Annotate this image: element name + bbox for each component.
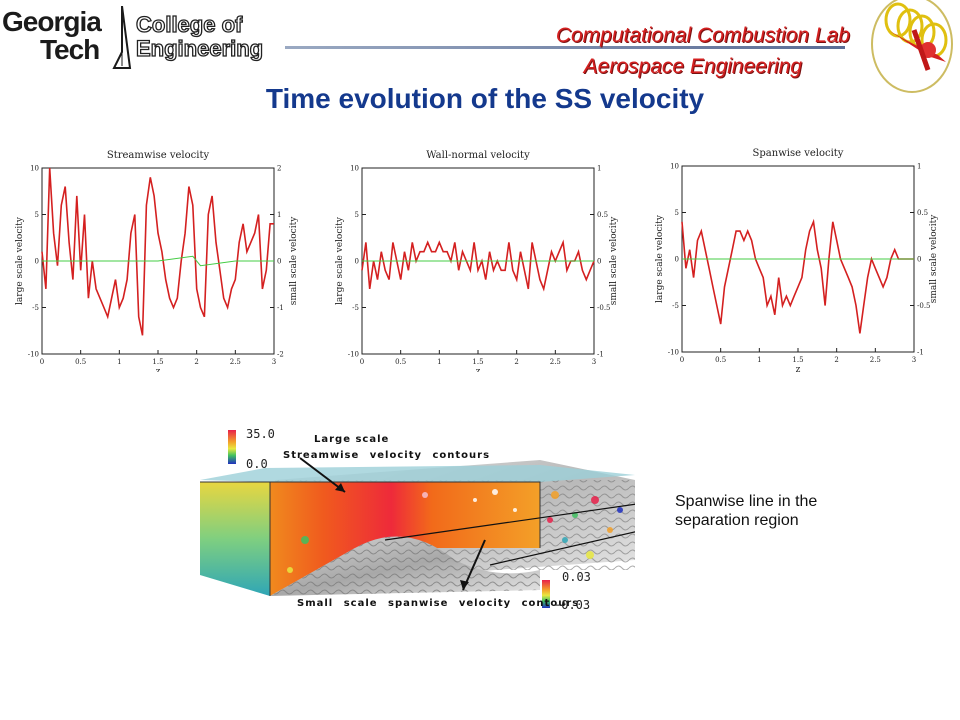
y2-tick-label: -0.5 xyxy=(917,302,931,310)
x-tick-label: 2.5 xyxy=(230,358,241,366)
y2-axis-label: small scale velocity xyxy=(609,216,619,305)
slide-title: Time evolution of the SS velocity xyxy=(265,83,705,114)
x-tick-label: 1 xyxy=(757,356,761,364)
x-tick-label: 2 xyxy=(514,358,518,366)
x-tick-label: 0.5 xyxy=(715,356,726,364)
x-tick-label: 3 xyxy=(912,356,916,364)
y2-tick-label: 0.5 xyxy=(917,209,928,217)
x-tick-label: 0 xyxy=(360,358,364,366)
y2-tick-label: 2 xyxy=(277,165,281,173)
bottom-colorbar xyxy=(542,580,550,608)
series-large-scale-line xyxy=(361,239,595,292)
arrow-spanwise-line-bottom xyxy=(489,531,635,566)
y2-tick-label: -2 xyxy=(277,351,284,359)
y2-tick-label: 0.5 xyxy=(597,211,608,219)
y2-tick-label: 1 xyxy=(597,165,601,173)
x-axis-label: z xyxy=(156,367,161,372)
y2-tick-label: 0 xyxy=(917,256,921,264)
chart-wall-normal: Wall-normal velocity 0 0.5 1 1.5 2 2.5 3 z -10 -5 0… xyxy=(328,142,628,372)
series-large-scale-line xyxy=(41,167,274,336)
y-tick-label: -10 xyxy=(348,351,359,359)
chart-spanwise: Spanwise velocity 0 0.5 1 1.5 2 2.5 3 z -10 -5 0 5 10… xyxy=(648,140,948,372)
contour-visualization xyxy=(200,430,635,608)
x-tick-label: 1.5 xyxy=(792,356,803,364)
y-tick-label: 10 xyxy=(30,165,39,173)
lab-title: Computational Combustion Lab xyxy=(555,24,850,47)
gt-logo-word-tech: Tech xyxy=(40,34,100,65)
x-tick-label: 3 xyxy=(272,358,276,366)
lab-subtitle: Aerospace Engineering xyxy=(583,55,802,78)
x-tick-label: 1 xyxy=(437,358,441,366)
x-tick-label: 2.5 xyxy=(870,356,881,364)
label-large-scale-2: Streamwise velocity contours xyxy=(283,450,491,461)
y-tick-label: 0 xyxy=(675,256,679,264)
y2-tick-label: 0 xyxy=(597,258,601,266)
y2-tick-label: 0 xyxy=(277,258,281,266)
chart-title: Spanwise velocity xyxy=(753,148,844,159)
top-colorbar xyxy=(228,430,236,464)
y2-tick-label: 1 xyxy=(917,163,921,171)
georgia-tech-logo: Georgia Tech College of Engineering xyxy=(2,6,284,69)
series-large-scale-line xyxy=(681,218,914,334)
bottom-scale-max: 0.03 xyxy=(562,570,591,584)
coe-logo-line2: Engineering xyxy=(135,35,264,61)
x-tick-label: 0.5 xyxy=(395,358,406,366)
arrow-spanwise-line-top xyxy=(384,503,635,541)
y-tick-label: -10 xyxy=(668,349,679,357)
y-axis-label: large scale velocity xyxy=(15,216,25,305)
y-tick-label: 10 xyxy=(350,165,359,173)
y-tick-label: 0 xyxy=(355,258,359,266)
chart-title: Wall-normal velocity xyxy=(426,150,530,161)
y-tick-label: 5 xyxy=(355,211,359,219)
bottom-scale-min: −0.03 xyxy=(554,598,591,612)
y2-tick-label: -1 xyxy=(277,304,284,312)
x-tick-label: 0 xyxy=(680,356,684,364)
y-tick-label: 0 xyxy=(35,258,39,266)
top-scale-min: 0.0 xyxy=(246,457,268,471)
top-scale-max: 35.0 xyxy=(246,427,275,441)
y-tick-label: 5 xyxy=(35,211,39,219)
y2-tick-label: -1 xyxy=(917,349,924,357)
x-axis-label: z xyxy=(476,367,481,372)
x-tick-label: 0 xyxy=(40,358,44,366)
combustor-graphic-icon xyxy=(871,0,953,93)
y-tick-label: -5 xyxy=(352,304,359,312)
coe-logo-line1: College of xyxy=(135,11,243,37)
y-tick-label: -5 xyxy=(672,302,679,310)
y-tick-label: -5 xyxy=(32,304,39,312)
y2-axis-label: small scale velocity xyxy=(929,214,939,303)
x-tick-label: 2 xyxy=(194,358,198,366)
x-tick-label: 3 xyxy=(592,358,596,366)
x-tick-label: 0.5 xyxy=(75,358,86,366)
x-tick-label: 1.5 xyxy=(152,358,163,366)
y-axis-label: large scale velocity xyxy=(655,214,665,303)
y2-tick-label: 1 xyxy=(277,211,281,219)
header-rule xyxy=(285,46,845,49)
gt-logo-word-georgia: Georgia xyxy=(2,6,102,37)
series-small-scale-line xyxy=(42,255,274,267)
gt-logo-divider-icon xyxy=(112,6,132,69)
x-tick-label: 1 xyxy=(117,358,121,366)
x-axis-label: z xyxy=(796,365,801,372)
y-tick-label: 5 xyxy=(675,209,679,217)
x-tick-label: 2 xyxy=(834,356,838,364)
y-tick-label: -10 xyxy=(28,351,39,359)
spanwise-line-caption: Spanwise line in the separation region xyxy=(675,493,818,529)
chart-title: Streamwise velocity xyxy=(107,150,210,161)
x-tick-label: 2.5 xyxy=(550,358,561,366)
y2-tick-label: -1 xyxy=(597,351,604,359)
arrow-large-scale xyxy=(299,457,346,493)
label-large-scale-1: Large scale xyxy=(314,434,390,445)
label-small-scale: Small scale spanwise velocity contours xyxy=(297,598,580,609)
x-tick-label: 1.5 xyxy=(472,358,483,366)
y-axis-label: large scale velocity xyxy=(335,216,345,305)
y2-axis-label: small scale velocity xyxy=(289,216,299,305)
y2-tick-label: -0.5 xyxy=(597,304,611,312)
y-tick-label: 10 xyxy=(670,163,679,171)
chart-streamwise: Streamwise velocity 0 0.5 1 1.5 2 2.5 3 z -10 -5 0 5… xyxy=(8,142,308,372)
